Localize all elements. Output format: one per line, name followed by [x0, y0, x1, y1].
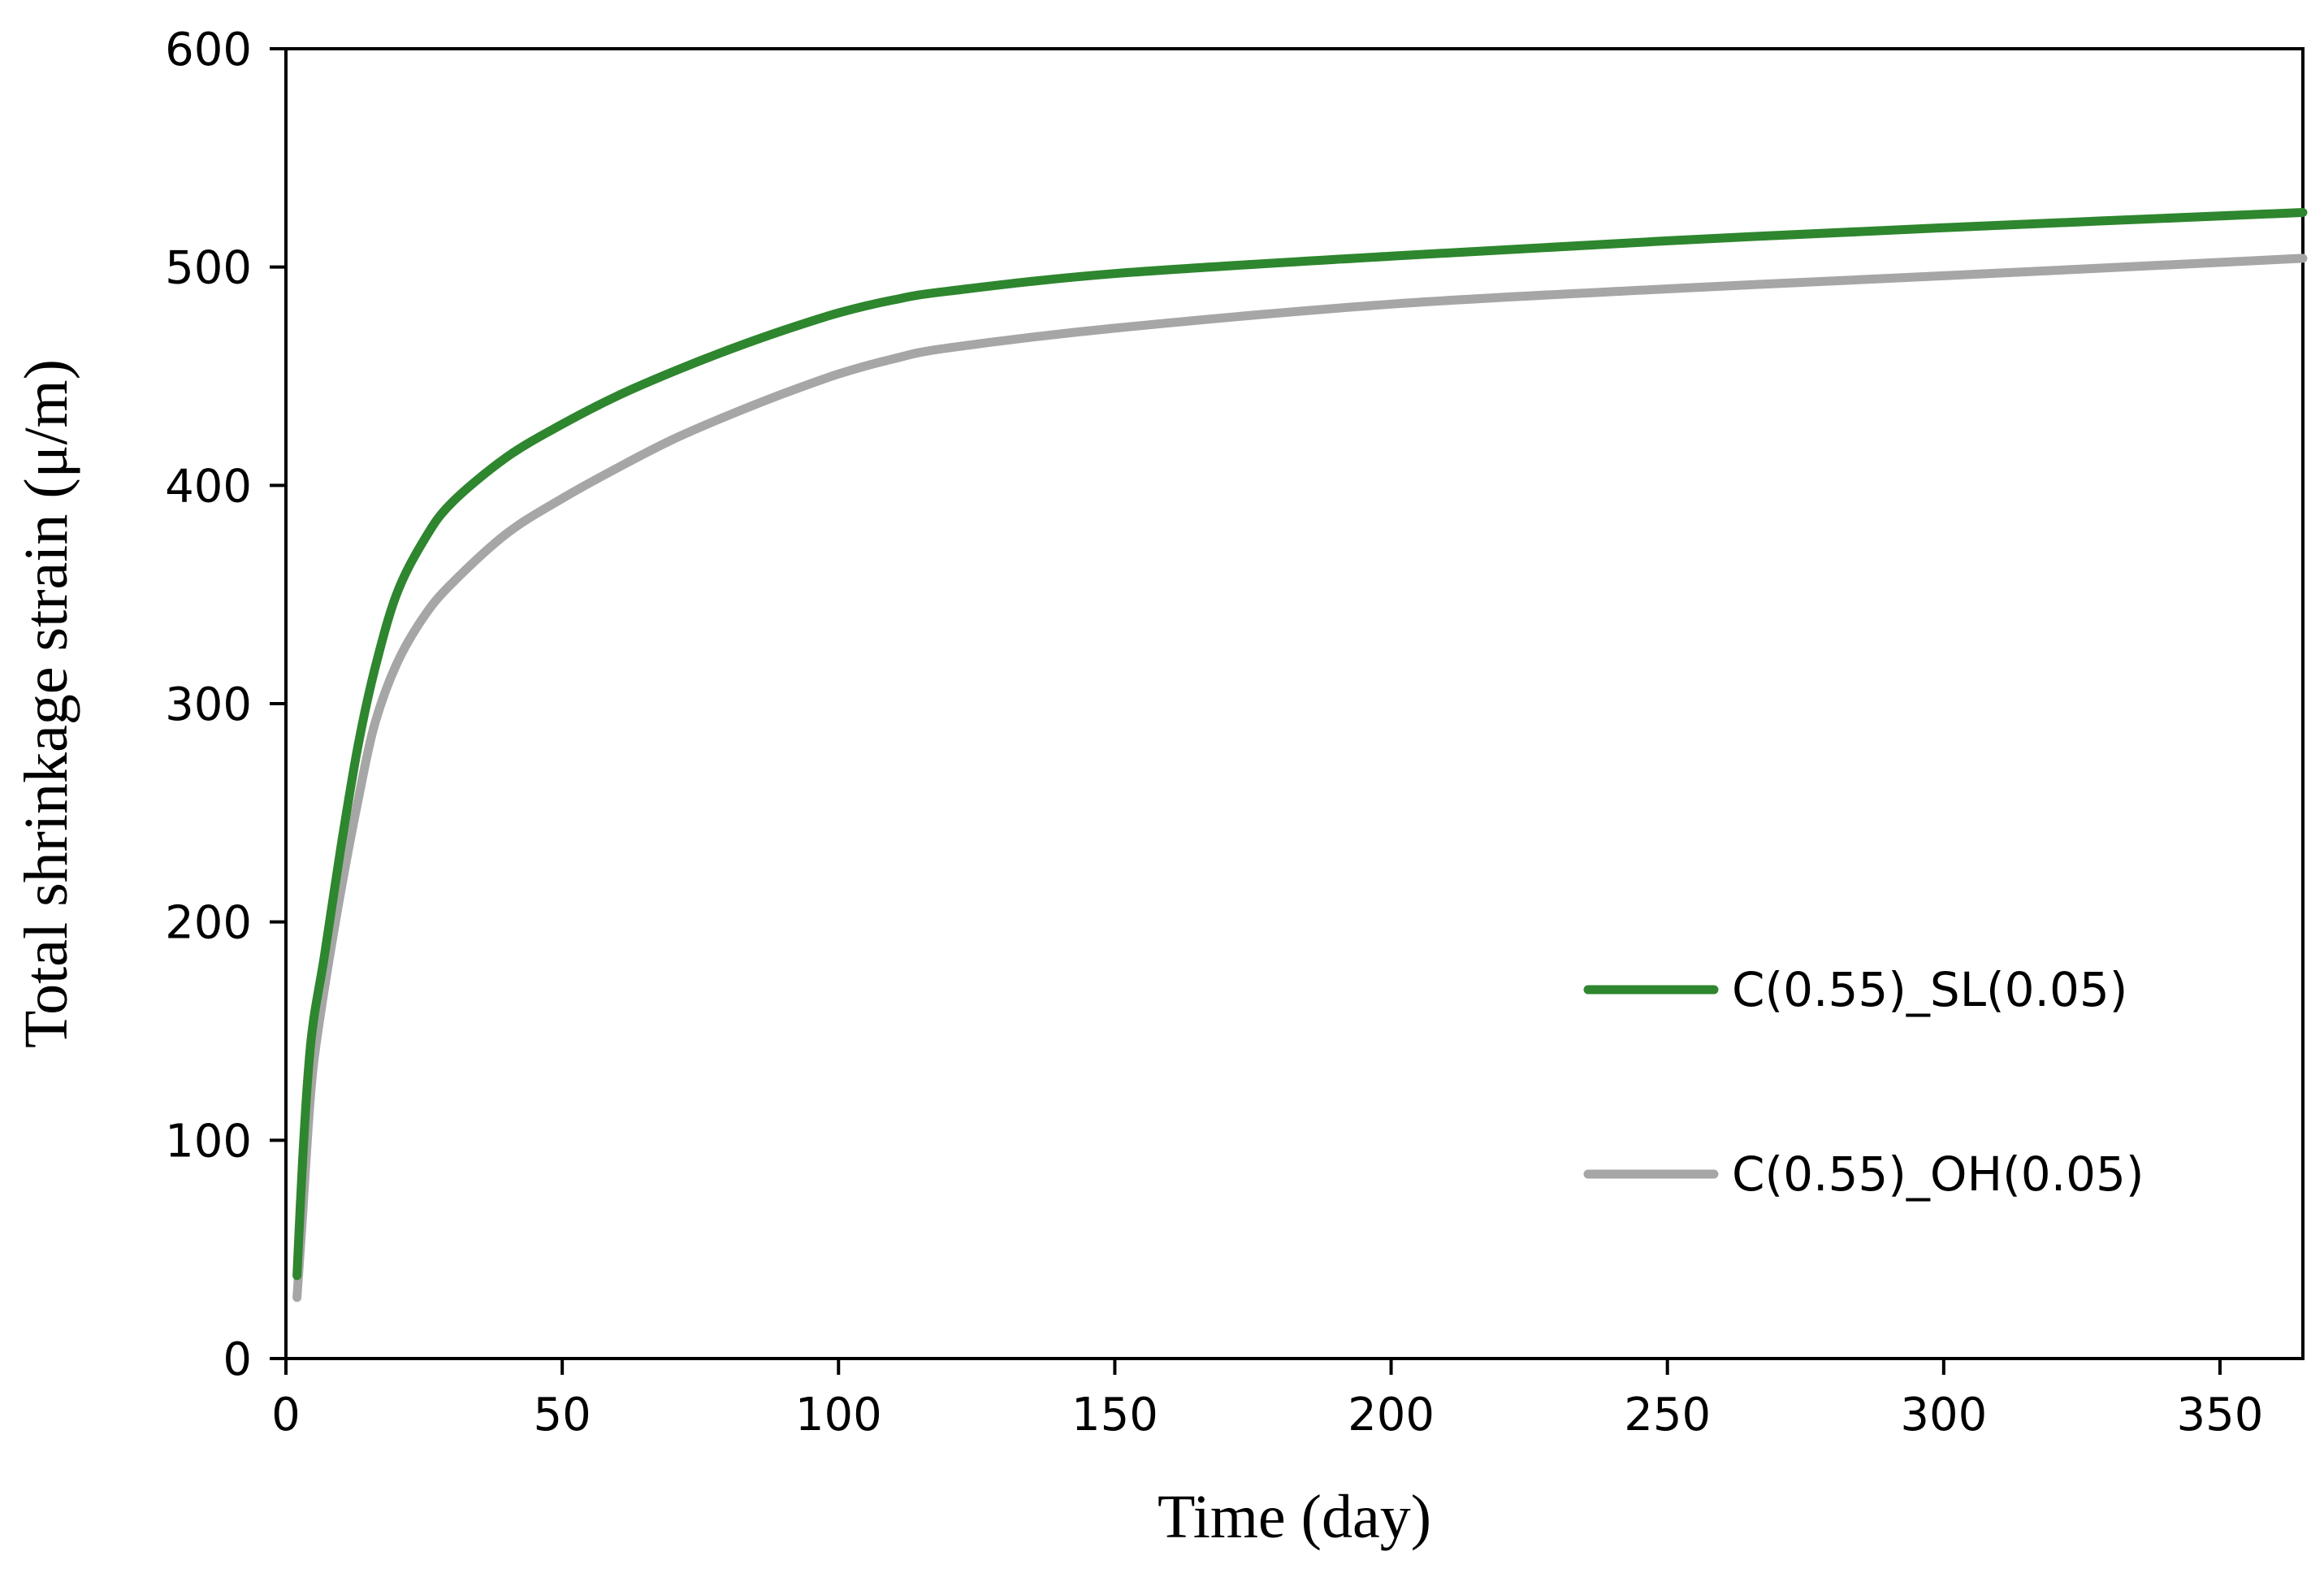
- legend: C(0.55)_SL(0.05) C(0.55)_OH(0.05): [1583, 962, 2144, 1202]
- y-tick-label: 100: [165, 1115, 252, 1168]
- series-line-1: [292, 254, 2308, 1302]
- series-line-0: [292, 208, 2308, 1281]
- x-axis-ticks: 0 50 100 150 200 250 300 350: [271, 1359, 2263, 1441]
- series-lines: [292, 208, 2308, 1302]
- x-tick-label: 350: [2177, 1389, 2264, 1441]
- x-tick-label: 150: [1071, 1389, 1158, 1441]
- x-tick-label: 300: [1900, 1389, 1987, 1441]
- y-axis-ticks: 0 100 200 300 400 500 600: [165, 24, 286, 1386]
- y-tick-label: 0: [223, 1333, 252, 1386]
- legend-label-0: C(0.55)_SL(0.05): [1732, 962, 2127, 1017]
- y-tick-label: 500: [165, 242, 252, 295]
- x-axis-title: Time (day): [1158, 1483, 1431, 1551]
- y-tick-label: 300: [165, 678, 252, 731]
- legend-label-1: C(0.55)_OH(0.05): [1732, 1146, 2144, 1202]
- x-tick-label: 0: [271, 1389, 301, 1441]
- x-tick-label: 200: [1348, 1389, 1435, 1441]
- x-tick-label: 100: [795, 1389, 882, 1441]
- y-axis-title: Total shrinkage strain (μ/m): [12, 359, 80, 1048]
- y-tick-label: 400: [165, 460, 252, 513]
- x-tick-label: 50: [534, 1389, 591, 1441]
- x-tick-label: 250: [1624, 1389, 1711, 1441]
- y-tick-label: 200: [165, 897, 252, 950]
- y-tick-label: 600: [165, 24, 252, 76]
